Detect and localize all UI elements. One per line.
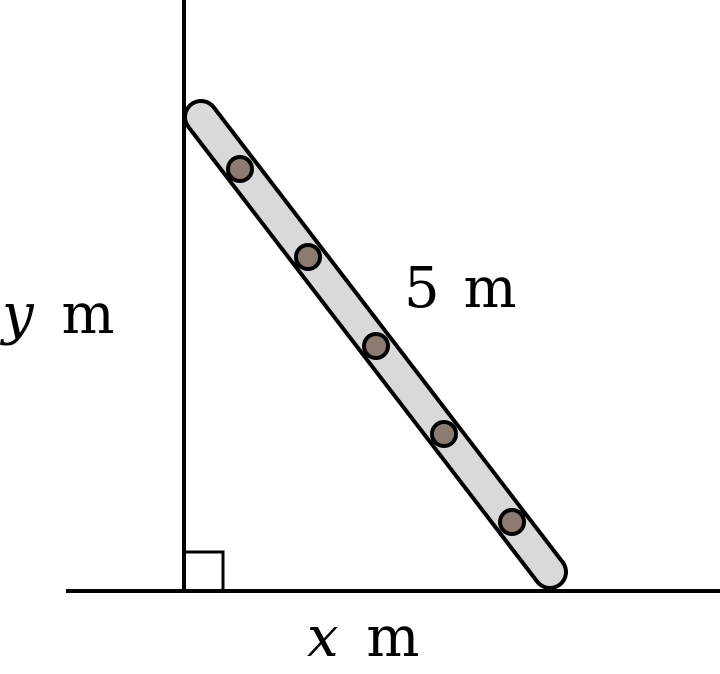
height-label: y m [0,282,115,347]
ladder-rung [294,243,322,271]
ladder-rung [430,420,458,448]
base-variable: x [307,605,339,670]
height-variable: y [0,282,35,347]
ladder-rung [498,508,526,536]
height-unit: m [61,282,114,347]
hypotenuse-value: 5 [404,256,440,321]
base-label: x m [307,605,420,670]
hypotenuse-unit: m [463,256,516,321]
hypotenuse-label: 5 m [404,256,517,321]
base-unit: m [366,605,419,670]
ladder-rung [226,155,254,183]
ladder-rung [362,332,390,360]
right-angle-marker [184,550,225,591]
